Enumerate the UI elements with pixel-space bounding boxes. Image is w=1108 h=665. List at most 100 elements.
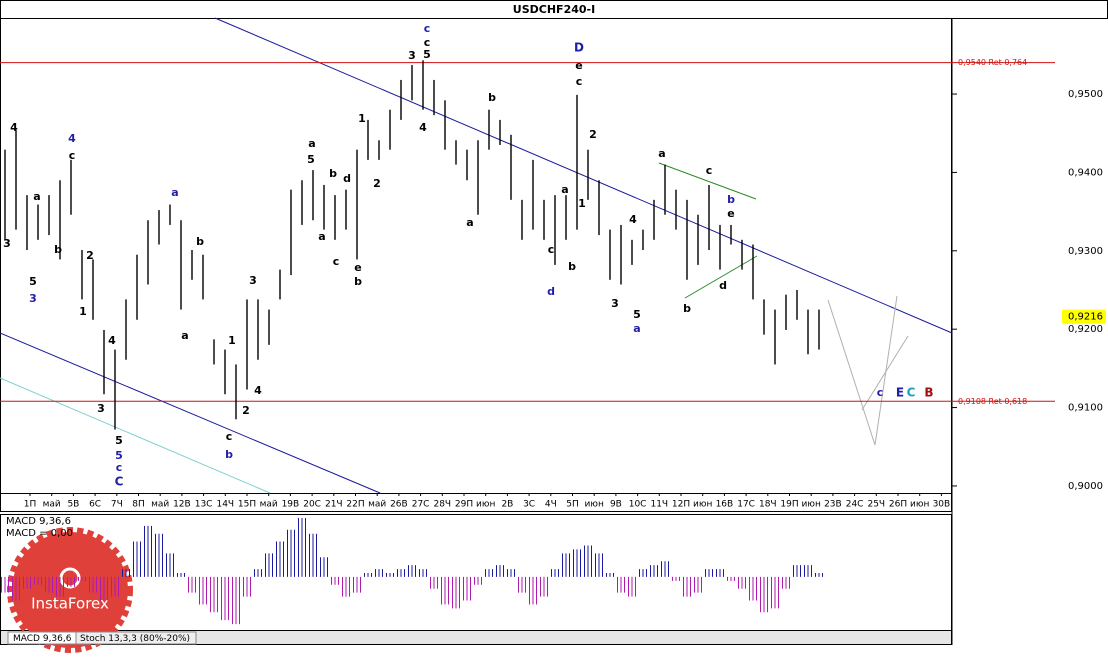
wave-label: b — [354, 275, 362, 288]
x-tick-label: 12В — [173, 500, 191, 510]
x-tick-label: 7Ч — [111, 500, 123, 510]
wave-label: a — [318, 230, 325, 243]
y-tick-label: 0,9200 — [1068, 324, 1103, 335]
wave-label: 4 — [68, 132, 76, 145]
wave-label: b — [329, 167, 337, 180]
triangle-line — [684, 255, 758, 299]
x-tick-label: 19П — [780, 500, 798, 510]
x-tick-label: 24С — [846, 500, 864, 510]
x-tick-label: 22П — [346, 500, 364, 510]
wave-label: 4 — [419, 121, 427, 134]
wave-label: 5 — [307, 153, 315, 166]
wave-label: 3 — [611, 297, 619, 310]
wave-label: b — [54, 243, 62, 256]
wave-label: 4 — [629, 213, 637, 226]
wave-label: 5 — [423, 48, 431, 61]
x-tick-label: 3С — [523, 500, 535, 510]
x-tick-label: 5В — [67, 500, 79, 510]
x-tick-label: 18Ч — [759, 500, 777, 510]
trend-line — [0, 377, 271, 494]
wave-label: c — [69, 149, 76, 162]
x-tick-label: 17С — [737, 500, 755, 510]
wave-label: 1 — [358, 112, 366, 125]
wave-label: a — [308, 137, 315, 150]
wave-label: 2 — [86, 249, 94, 262]
wave-label: 5 — [29, 275, 37, 288]
tab-label[interactable]: MACD 9,36,6 — [13, 634, 72, 644]
logo-badge — [7, 527, 133, 653]
x-tick-label: 26П — [889, 500, 907, 510]
y-tick-label: 0,9500 — [1068, 89, 1103, 100]
wave-label: d — [547, 285, 555, 298]
x-tick-label: 6С — [89, 500, 101, 510]
wave-label: c — [877, 386, 884, 399]
x-tick-label: 1П — [24, 500, 37, 510]
x-tick-label: 21Ч — [325, 500, 343, 510]
x-tick-label: 29П — [455, 500, 473, 510]
wave-label: c — [548, 243, 555, 256]
y-tick-label: 0,9000 — [1068, 481, 1103, 492]
wave-label: a — [33, 190, 40, 203]
wave-label: E — [896, 386, 904, 400]
x-tick-label: 10С — [629, 500, 647, 510]
wave-label: 3 — [97, 402, 105, 415]
wave-label: C — [115, 475, 124, 489]
x-tick-label: май — [43, 500, 61, 510]
level-label: 0,9540 Ret 0,764 — [958, 58, 1027, 67]
current-price-box — [1062, 309, 1106, 324]
wave-label: a — [658, 147, 665, 160]
wave-label: 4 — [108, 334, 116, 347]
x-tick-label: 11Ч — [650, 500, 668, 510]
x-tick-label: 4Ч — [545, 500, 557, 510]
x-tick-label: 9В — [610, 500, 622, 510]
wave-label: 2 — [589, 128, 597, 141]
x-tick-label: 26В — [390, 500, 408, 510]
wave-label: d — [343, 172, 351, 185]
wave-label: b — [683, 302, 691, 315]
wave-label: b — [225, 448, 233, 461]
wave-label: c — [226, 430, 233, 443]
wave-label: 3 — [3, 237, 11, 250]
x-tick-label: 15П — [238, 500, 256, 510]
wave-label: 1 — [228, 334, 236, 347]
wave-label: 2 — [373, 177, 381, 190]
x-tick-label: 23В — [824, 500, 842, 510]
tab-label[interactable]: Stoch 13,3,3 (80%-20%) — [80, 634, 190, 644]
wave-label: a — [171, 186, 178, 199]
wave-label: 5 — [115, 434, 123, 447]
wave-label: e — [575, 59, 582, 72]
wave-label: 4 — [10, 121, 18, 134]
tab[interactable] — [75, 631, 197, 645]
x-tick-label: май — [260, 500, 278, 510]
wave-label: B — [924, 386, 933, 400]
wave-label: c — [333, 255, 340, 268]
wave-label: 3 — [29, 292, 37, 305]
wave-label: a — [561, 183, 568, 196]
wave-label: c — [116, 461, 123, 474]
macd-label: MACD = 0,00 — [6, 528, 73, 539]
wave-label: 3 — [249, 274, 257, 287]
wave-label: a — [633, 322, 640, 335]
x-tick-label: 8П — [132, 500, 145, 510]
x-tick-label: 27С — [412, 500, 430, 510]
x-tick-label: 28Ч — [433, 500, 451, 510]
level-label: 0,9108 Ret 0,618 — [958, 397, 1027, 406]
wave-label: b — [488, 91, 496, 104]
wave-label: c — [576, 75, 583, 88]
x-tick-label: 25Ч — [867, 500, 885, 510]
x-tick-label: июн — [585, 500, 604, 510]
x-tick-label: 19В — [282, 500, 300, 510]
x-tick-label: 20С — [303, 500, 321, 510]
y-tick-label: 0,9100 — [1068, 403, 1103, 414]
x-tick-label: 16В — [716, 500, 734, 510]
x-tick-label: июн — [910, 500, 929, 510]
macd-label: MACD 9,36,6 — [6, 516, 71, 527]
wave-label: b — [196, 235, 204, 248]
x-tick-label: июн — [476, 500, 495, 510]
wave-label: D — [574, 41, 584, 55]
wave-label: 1 — [578, 197, 586, 210]
wave-label: e — [354, 261, 361, 274]
wave-label: e — [727, 207, 734, 220]
